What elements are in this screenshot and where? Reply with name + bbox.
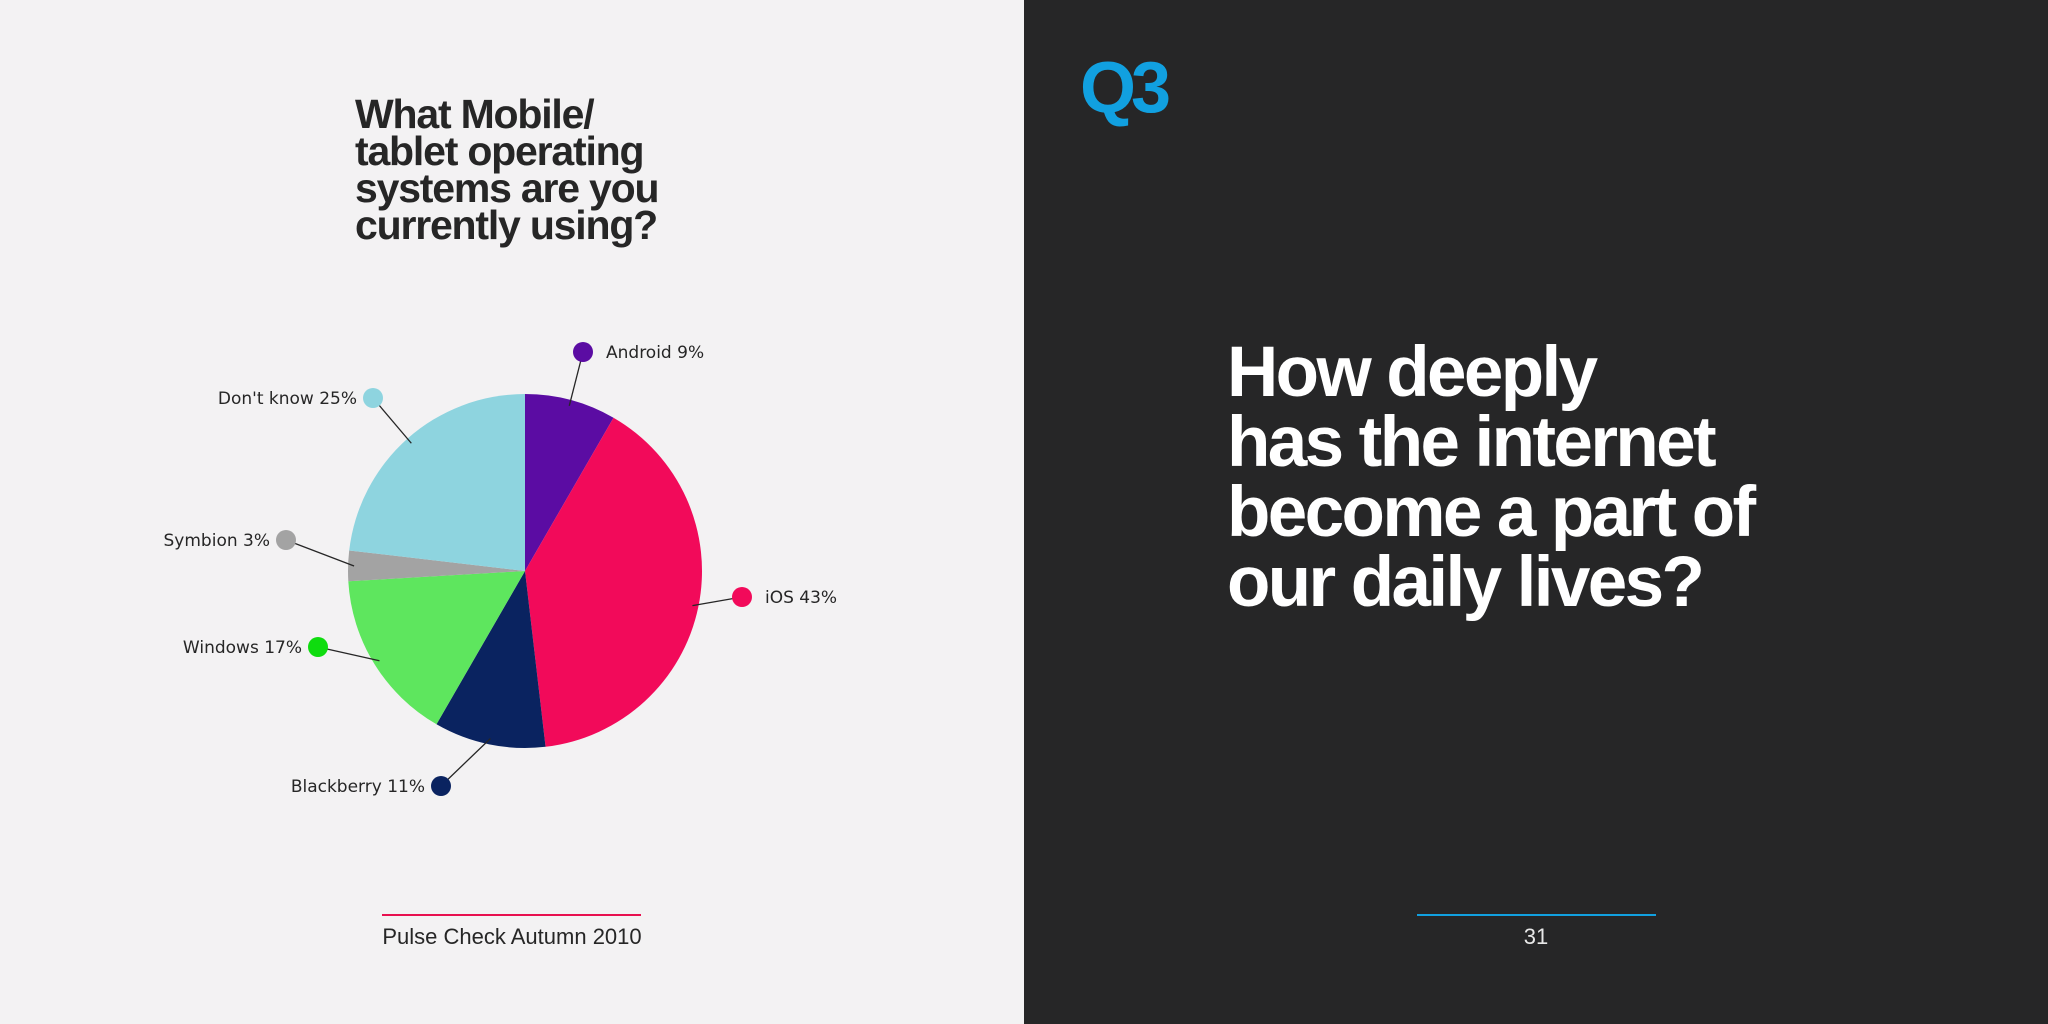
pie-slice-don-t-know	[349, 394, 525, 571]
slice-label: Blackberry 11%	[291, 777, 425, 797]
legend-dot	[363, 388, 383, 408]
leader-line	[440, 738, 491, 787]
slice-label: Windows 17%	[183, 638, 302, 658]
left-footer-text: Pulse Check Autumn 2010	[382, 924, 642, 949]
slice-label: iOS 43%	[765, 588, 837, 608]
question-number: Q3	[1080, 48, 1171, 128]
left-footer-line	[382, 914, 641, 916]
legend-dot	[732, 587, 752, 607]
question-text: How deeply has the internet become a par…	[1227, 333, 1756, 622]
right-footer-line	[1417, 914, 1656, 916]
pie-slice-android	[525, 394, 614, 571]
pie-chart: Android 9% iOS 43% Blackberry 11% Windows 1…	[164, 342, 837, 797]
right-page	[1024, 0, 2048, 1024]
slice-label: Symbion 3%	[164, 531, 270, 551]
leader-line	[317, 646, 380, 662]
page-number: 31	[1523, 924, 1549, 949]
pie-slice-blackberry	[436, 571, 546, 748]
pie-slice-ios	[525, 417, 703, 747]
legend-dot	[308, 637, 328, 657]
pie-slice-symbion	[348, 550, 525, 582]
slice-label: Don't know 25%	[218, 389, 357, 409]
legend-dot	[573, 342, 593, 362]
leader-line	[285, 539, 355, 567]
legend-dot	[431, 776, 451, 796]
slice-label: Android 9%	[606, 343, 704, 363]
pie-slice-windows	[348, 571, 525, 725]
legend-dot	[276, 530, 296, 550]
chart-title: What Mobile/ tablet operating systems ar…	[355, 91, 660, 248]
